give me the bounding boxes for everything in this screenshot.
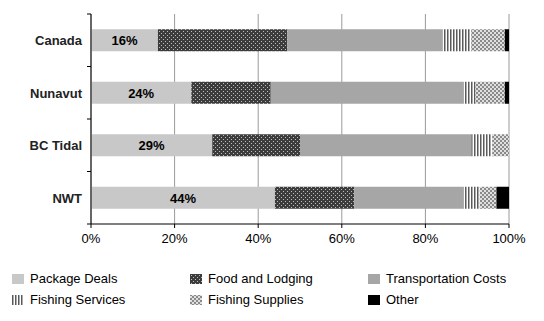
bar-segment xyxy=(271,82,463,104)
legend-label: Fishing Supplies xyxy=(208,292,304,307)
bar-segment xyxy=(91,29,158,51)
category-label: BC Tidal xyxy=(30,138,83,153)
bar-segment xyxy=(509,134,510,156)
legend-label: Other xyxy=(386,292,419,307)
bar-segment xyxy=(287,29,442,51)
category-label: Canada xyxy=(35,33,83,48)
bar-segment xyxy=(476,82,505,104)
x-tick-label: 100% xyxy=(492,231,526,246)
bar-segment xyxy=(463,187,480,209)
y-tick xyxy=(87,224,91,225)
x-tick xyxy=(174,224,175,228)
chart-container: 16% 24% 29% 44% 0% 20% 40% 60% 80% 100% Canada Nuna… xyxy=(0,0,544,321)
x-tick xyxy=(341,224,342,228)
x-tick-label: 20% xyxy=(162,231,188,246)
x-tick-label: 60% xyxy=(329,231,355,246)
bar-segment xyxy=(496,187,509,209)
x-tick xyxy=(425,224,426,228)
y-tick xyxy=(87,66,91,67)
y-tick xyxy=(87,14,91,15)
x-tick-label: 0% xyxy=(82,231,101,246)
bar-segment xyxy=(191,82,270,104)
x-axis-line xyxy=(91,224,509,225)
bar-segment xyxy=(354,187,463,209)
data-label: 29% xyxy=(139,138,165,153)
x-tick xyxy=(91,224,92,228)
category-label: Nunavut xyxy=(30,86,83,101)
bar-segment xyxy=(480,187,497,209)
legend-label: Fishing Services xyxy=(30,292,126,307)
chart-svg: 16% 24% 29% 44% 0% 20% 40% 60% 80% 100% Canada Nuna… xyxy=(0,0,544,321)
y-tick xyxy=(87,171,91,172)
bar-segment xyxy=(463,82,476,104)
legend-label: Transportation Costs xyxy=(386,271,507,286)
x-tick xyxy=(509,224,510,228)
bar-segment xyxy=(275,187,354,209)
bar-segment xyxy=(471,29,504,51)
legend-swatch xyxy=(368,295,380,305)
bar-segment xyxy=(442,29,471,51)
bar-segment xyxy=(91,134,212,156)
bar-segment xyxy=(91,82,191,104)
bar-segment xyxy=(492,134,509,156)
bar-segment xyxy=(300,134,471,156)
data-label: 44% xyxy=(170,191,196,206)
x-tick-label: 80% xyxy=(412,231,438,246)
bar-segment xyxy=(471,134,492,156)
legend-label: Package Deals xyxy=(30,271,118,286)
bar-segment xyxy=(505,29,509,51)
y-tick xyxy=(87,119,91,120)
bar-segment xyxy=(212,134,300,156)
legend-swatch xyxy=(190,295,202,305)
legend-swatch xyxy=(12,274,24,284)
x-tick-label: 40% xyxy=(245,231,271,246)
bar-segment xyxy=(158,29,288,51)
legend-swatch xyxy=(368,274,380,284)
bar-segment xyxy=(91,187,275,209)
x-tick xyxy=(258,224,259,228)
legend-swatch xyxy=(12,295,24,305)
bar-segment xyxy=(505,82,509,104)
data-label: 24% xyxy=(128,86,154,101)
legend-label: Food and Lodging xyxy=(208,271,313,286)
data-label: 16% xyxy=(111,33,137,48)
legend-swatch xyxy=(190,274,202,284)
category-label: NWT xyxy=(52,191,82,206)
bars xyxy=(91,29,509,209)
